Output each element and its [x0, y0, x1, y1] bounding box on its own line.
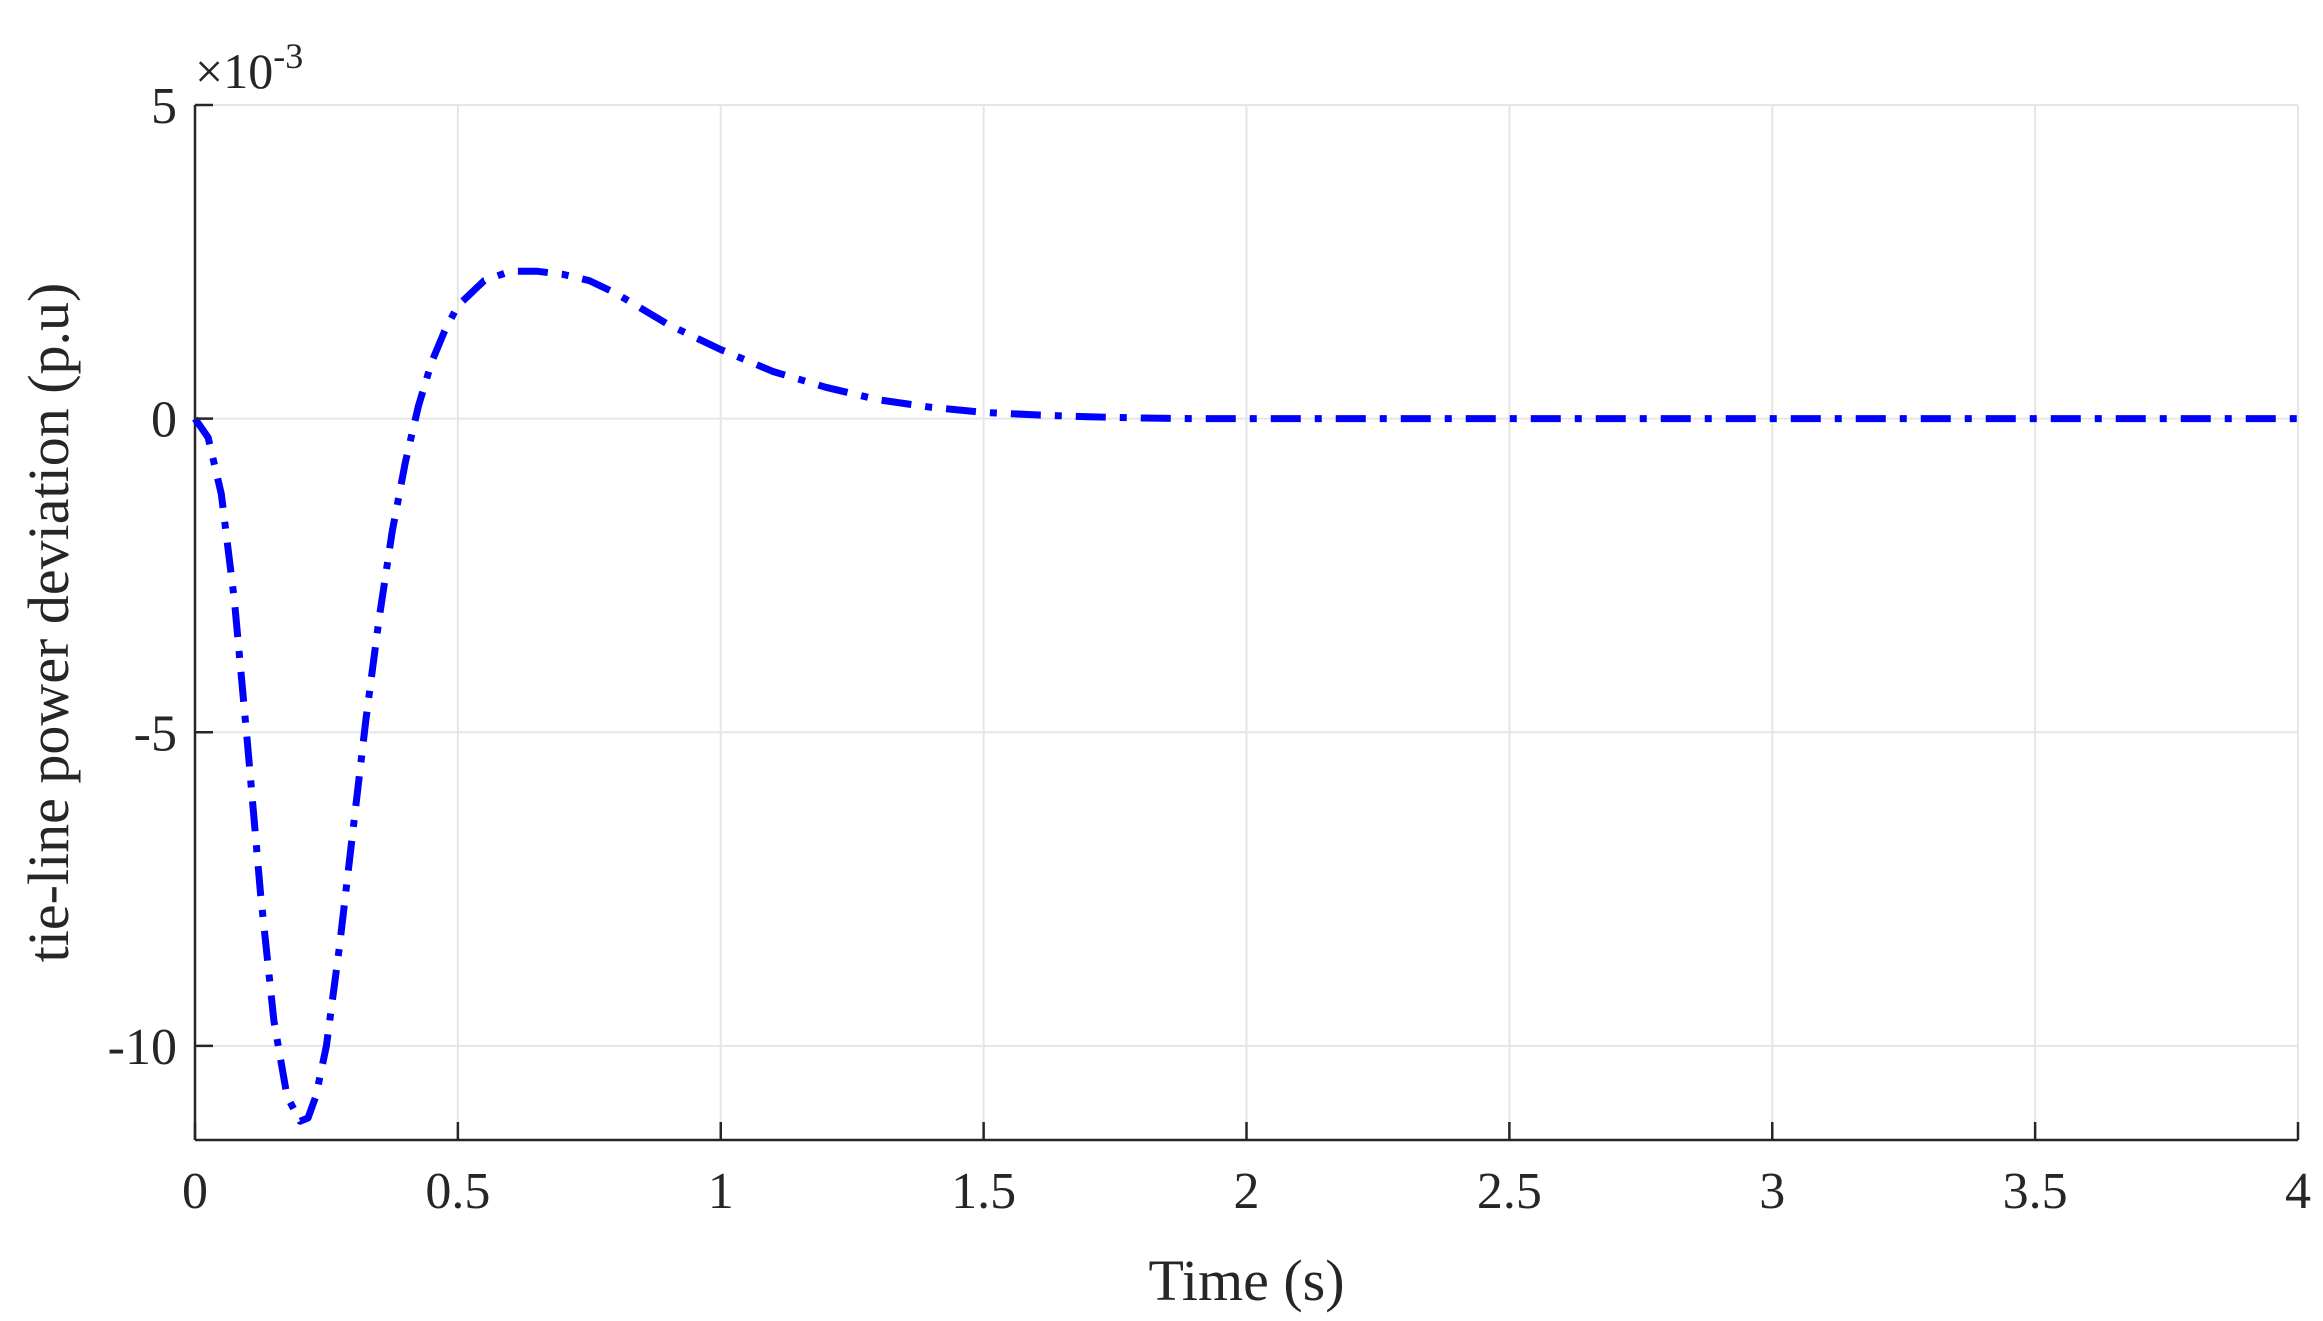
y-exponent-label: ×10-3 — [195, 36, 303, 99]
x-tick-label: 1.5 — [951, 1163, 1016, 1220]
x-tick-label: 0 — [182, 1163, 208, 1220]
y-exponent-power: -3 — [273, 36, 303, 76]
series-line — [192, 267, 2298, 1125]
x-tick-label: 4 — [2285, 1163, 2311, 1220]
grid-layer — [194, 104, 2299, 1140]
y-tick-label: 0 — [151, 392, 177, 449]
y-tick-label: -5 — [134, 705, 177, 762]
x-tick-label: 2.5 — [1477, 1163, 1542, 1220]
x-tick-label: 3 — [1759, 1163, 1785, 1220]
ticks-layer: 0 0.5 1 1.5 2 2.5 3 3.5 4 -10 -5 0 5 — [108, 78, 2311, 1220]
y-tick-label: 5 — [151, 78, 177, 135]
series-layer — [192, 267, 2298, 1125]
x-tick-label: 2 — [1234, 1163, 1260, 1220]
x-axis-title: Time (s) — [1148, 1248, 1344, 1313]
y-axis-title: tie-line power deviation (p.u) — [16, 283, 81, 963]
x-tick-label: 3.5 — [2003, 1163, 2068, 1220]
x-tick-label: 1 — [708, 1163, 734, 1220]
y-exponent-base: ×10 — [195, 43, 273, 99]
y-tick-label: -10 — [108, 1019, 177, 1076]
x-tick-label: 0.5 — [425, 1163, 490, 1220]
